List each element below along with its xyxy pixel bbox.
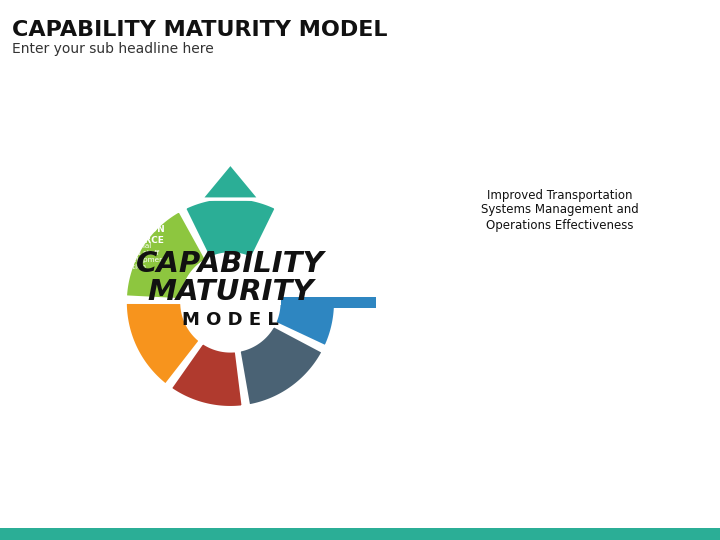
Polygon shape (201, 164, 260, 199)
Text: Systems architecture,
standards, interoperability,
standardization, &
documentat: Systems architecture, standards, interop… (289, 460, 387, 487)
Text: Technical understand
leadership policy
commitment, outreach,
& program authority: Technical understand leadership policy c… (40, 332, 125, 359)
Text: CULTURE: CULTURE (60, 322, 105, 331)
Text: PERFORMANCE
MEASUREMENT: PERFORMANCE MEASUREMENT (145, 409, 222, 428)
Polygon shape (184, 197, 276, 259)
Text: Organizational
structure and staff
capacity development
& retention: Organizational structure and staff capac… (86, 244, 166, 271)
Text: Relationships with public
safety agendas, local
governments, metropolitan
planni: Relationships with public safety agendas… (305, 127, 408, 161)
Text: COLLABORATION: COLLABORATION (314, 117, 399, 126)
Text: Measure definition data
acquisition analysis,
&utilization: Measure definition data acquisition anal… (141, 427, 226, 447)
Text: Enter your sub headline here: Enter your sub headline here (12, 42, 214, 56)
Text: CAPABILITY MATURITY MODEL: CAPABILITY MATURITY MODEL (12, 20, 387, 40)
Polygon shape (281, 296, 376, 308)
Polygon shape (170, 342, 243, 408)
Text: CAPABILITY: CAPABILITY (136, 251, 325, 279)
Polygon shape (239, 325, 323, 406)
Text: ORGANIZATION
& WORKFORCE: ORGANIZATION & WORKFORCE (87, 225, 165, 245)
Polygon shape (125, 210, 207, 300)
Text: SYSTEMS &
TECHNOLOGY: SYSTEMS & TECHNOLOGY (304, 441, 373, 461)
Text: M O D E L: M O D E L (182, 312, 279, 329)
Text: Formal scoping
planning
programming &
budgeting: Formal scoping planning programming & bu… (425, 340, 482, 367)
Polygon shape (0, 528, 720, 540)
Text: MATURITY: MATURITY (147, 279, 314, 306)
Text: BUSINESS PROCESS: BUSINESS PROCESS (403, 330, 504, 339)
Polygon shape (125, 302, 201, 386)
Polygon shape (274, 303, 336, 347)
Text: Improved Transportation
Systems Management and
Operations Effectiveness: Improved Transportation Systems Manageme… (481, 188, 639, 232)
